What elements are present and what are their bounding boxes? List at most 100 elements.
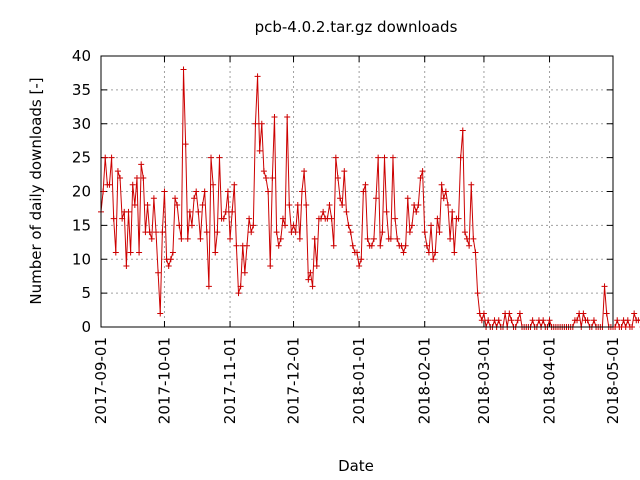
x-tick-label: 2017-09-01	[92, 337, 110, 424]
data-point	[279, 215, 286, 222]
data-point	[246, 215, 253, 222]
x-tick-label: 2018-05-01	[604, 337, 622, 424]
data-point	[241, 269, 248, 276]
data-point	[354, 249, 360, 256]
data-point	[267, 263, 274, 270]
data-point	[574, 317, 581, 324]
data-point	[169, 249, 176, 256]
data-point	[271, 113, 278, 120]
data-point	[457, 154, 464, 161]
data-point	[387, 235, 394, 242]
data-point	[514, 317, 521, 324]
data-point	[362, 181, 369, 188]
data-point	[345, 222, 352, 229]
data-point	[624, 317, 631, 324]
y-tick-label: 15	[72, 216, 91, 234]
data-point	[436, 229, 443, 236]
data-point	[305, 276, 312, 283]
data-point	[237, 283, 244, 290]
data-point	[248, 229, 255, 236]
data-point	[284, 113, 291, 120]
data-point	[102, 154, 109, 161]
data-point	[368, 242, 375, 249]
data-point	[341, 168, 348, 175]
x-tick-label: 2017-11-01	[221, 337, 239, 424]
data-point	[150, 195, 157, 202]
data-point	[180, 66, 187, 73]
data-point	[294, 202, 301, 209]
data-point	[273, 229, 280, 236]
data-point	[400, 249, 407, 256]
data-point	[389, 154, 396, 161]
data-point	[409, 222, 416, 229]
data-point	[419, 168, 426, 175]
chart-title: pcb-4.0.2.tar.gz downloads	[255, 18, 458, 36]
data-point	[432, 249, 439, 256]
data-point	[125, 208, 132, 215]
data-point	[161, 188, 168, 195]
data-point	[148, 235, 155, 242]
data-point	[203, 229, 210, 236]
data-point	[263, 174, 270, 181]
data-point	[108, 154, 115, 161]
data-point	[112, 249, 119, 256]
data-point	[229, 208, 236, 215]
y-tick-label: 35	[72, 81, 91, 99]
data-point	[178, 235, 185, 242]
data-point	[603, 310, 610, 317]
data-point	[474, 290, 481, 297]
data-point	[138, 161, 145, 168]
data-point	[110, 215, 117, 222]
data-point	[326, 202, 333, 209]
data-point	[233, 242, 240, 249]
data-point	[379, 229, 386, 236]
data-point	[210, 181, 217, 188]
data-point	[313, 263, 320, 270]
data-point	[417, 174, 424, 181]
data-point	[224, 188, 231, 195]
data-point	[301, 168, 308, 175]
data-point	[428, 222, 435, 229]
y-tick-label: 40	[72, 47, 91, 65]
data-point	[343, 208, 350, 215]
data-point	[199, 202, 206, 209]
data-point	[470, 235, 477, 242]
data-point	[309, 283, 316, 290]
data-point	[298, 188, 305, 195]
data-point	[337, 195, 344, 202]
data-point	[404, 195, 411, 202]
data-point	[197, 235, 204, 242]
data-point	[216, 154, 223, 161]
data-point	[421, 229, 428, 236]
data-point	[449, 208, 456, 215]
data-point	[358, 256, 365, 263]
y-tick-label: 30	[72, 115, 91, 133]
data-point	[123, 263, 130, 270]
data-point	[286, 202, 293, 209]
data-series	[98, 66, 640, 330]
data-point	[447, 235, 454, 242]
data-point	[394, 235, 401, 242]
data-point	[191, 195, 198, 202]
data-point	[601, 283, 608, 290]
data-point	[222, 208, 229, 215]
data-point	[360, 188, 367, 195]
data-point	[243, 242, 250, 249]
x-tick-label: 2018-02-01	[416, 337, 434, 424]
data-point	[131, 202, 138, 209]
data-point	[468, 181, 475, 188]
data-point	[167, 256, 174, 263]
data-point	[347, 229, 354, 236]
data-point	[172, 195, 179, 202]
data-point	[159, 229, 166, 236]
data-point	[442, 188, 449, 195]
data-point	[186, 208, 193, 215]
data-point	[146, 229, 153, 236]
data-point	[440, 195, 447, 202]
plot-frame	[100, 55, 614, 328]
y-tick-label: 10	[72, 250, 91, 268]
data-point	[461, 229, 468, 236]
data-point	[188, 222, 195, 229]
data-point	[370, 235, 377, 242]
y-tick-label: 5	[81, 284, 91, 302]
